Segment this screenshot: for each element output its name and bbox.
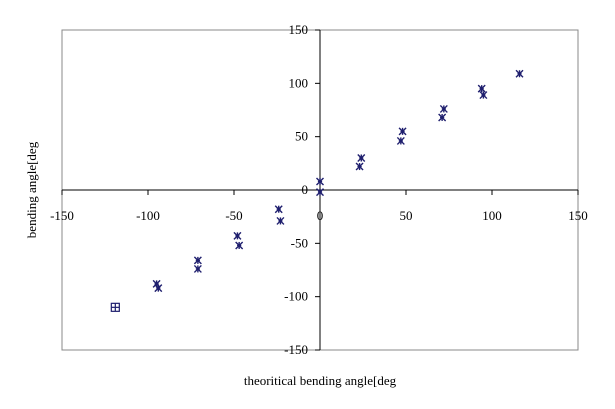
data-point bbox=[396, 136, 405, 145]
data-point bbox=[477, 84, 486, 93]
data-points bbox=[110, 69, 524, 312]
x-tick-label: 0 bbox=[317, 208, 324, 223]
y-tick-label: 0 bbox=[302, 182, 309, 197]
x-tick-label: -100 bbox=[136, 208, 160, 223]
y-axis-title: bending angle[deg bbox=[24, 141, 39, 238]
data-point bbox=[316, 188, 324, 197]
data-point bbox=[355, 162, 364, 171]
y-tick-label: 50 bbox=[295, 129, 308, 144]
data-point bbox=[439, 104, 448, 113]
data-point bbox=[274, 205, 283, 214]
y-tick-label: -50 bbox=[291, 235, 308, 250]
data-point bbox=[479, 91, 488, 100]
x-tick-label: 150 bbox=[568, 208, 588, 223]
x-tick-label: -150 bbox=[50, 208, 74, 223]
data-point bbox=[193, 256, 202, 265]
axes: -150 -100 -50 0 50 100 150 -150 -100 -50 0 50 100 150 bbox=[50, 22, 588, 357]
data-point bbox=[233, 231, 242, 240]
y-tick-label: 100 bbox=[289, 75, 309, 90]
data-point bbox=[438, 113, 447, 122]
y-tick-label: -100 bbox=[284, 289, 308, 304]
x-tick-label: 100 bbox=[482, 208, 502, 223]
data-point bbox=[110, 302, 120, 312]
x-tick-label: -50 bbox=[225, 208, 242, 223]
data-point bbox=[235, 241, 244, 250]
data-point bbox=[193, 264, 202, 273]
data-point bbox=[515, 69, 524, 78]
x-tick-label: 50 bbox=[400, 208, 413, 223]
x-axis-title: theoritical bending angle[deg bbox=[244, 373, 397, 388]
y-tick-label: -150 bbox=[284, 342, 308, 357]
y-tick-label: 150 bbox=[289, 22, 309, 37]
data-point bbox=[398, 127, 407, 136]
data-point bbox=[357, 154, 366, 162]
data-point bbox=[316, 177, 324, 186]
data-point bbox=[276, 216, 285, 225]
data-point bbox=[154, 284, 163, 293]
